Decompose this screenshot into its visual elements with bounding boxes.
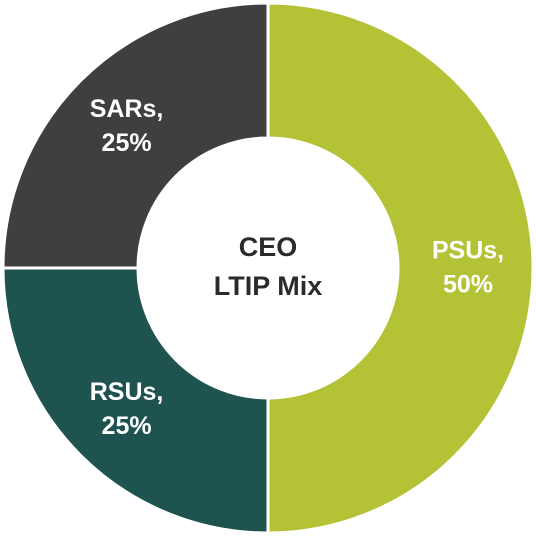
donut-slice <box>1 266 270 535</box>
value-label: 25% <box>102 412 152 440</box>
value-label: 25% <box>102 129 152 157</box>
value-label: 50% <box>443 271 493 299</box>
chart-title: LTIP Mix <box>214 271 323 301</box>
slice-label: RSUs, <box>90 378 164 406</box>
slice-label: SARs, <box>90 95 164 123</box>
donut-slice <box>1 1 270 270</box>
donut-slice <box>266 1 535 535</box>
slice-label: PSUs, <box>432 237 504 265</box>
chart-title: CEO <box>239 232 298 262</box>
